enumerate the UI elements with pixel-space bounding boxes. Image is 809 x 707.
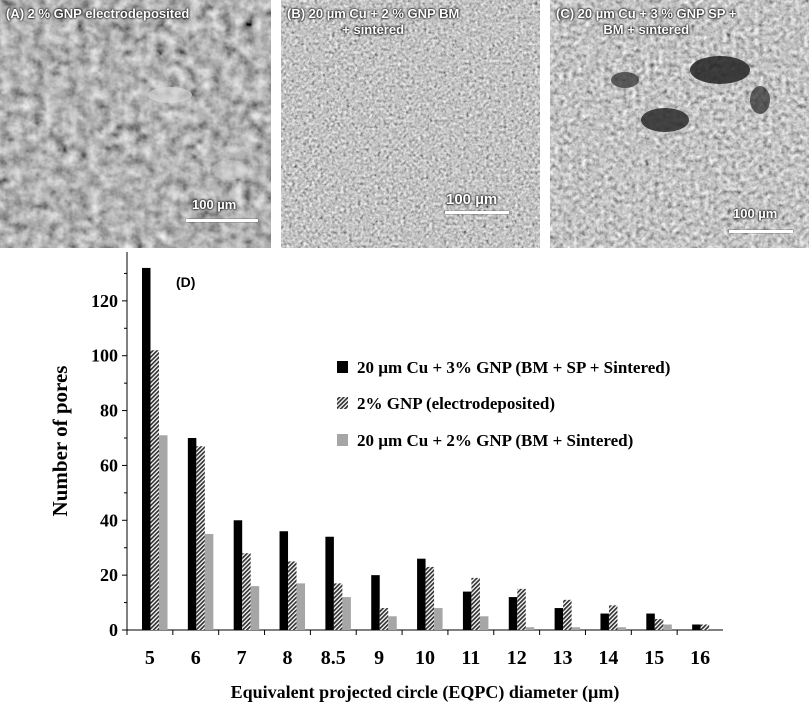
micrograph-c-scale-label: 100 µm [733, 206, 778, 221]
micrograph-b: (B) 20 µm Cu + 2 % GNP BM + sintered 100… [281, 0, 540, 248]
legend-label-3: 20 µm Cu + 2% GNP (BM + Sintered) [357, 431, 633, 450]
legend-swatch-1 [337, 361, 348, 373]
x-tick-label: 8.5 [321, 647, 346, 669]
bar-1-15 [646, 613, 655, 630]
legend-label-1: 20 µm Cu + 3% GNP (BM + SP + Sintered) [357, 358, 670, 377]
micrograph-a-scale-label: 100 µm [192, 197, 237, 212]
y-axis-title: Number of pores [48, 366, 72, 517]
bar-3-14 [617, 627, 626, 630]
x-tick-label: 5 [145, 647, 155, 669]
micrograph-c-image [550, 0, 809, 248]
x-tick-label: 9 [374, 647, 384, 669]
bar-2-16 [700, 624, 710, 630]
bar-1-8.5 [325, 536, 334, 630]
bar-3-8 [296, 583, 306, 630]
bar-1-7 [233, 520, 243, 630]
bar-1-8 [279, 531, 289, 630]
bar-2-15 [654, 619, 664, 630]
bar-3-8.5 [342, 597, 351, 630]
bar-2-13 [563, 599, 572, 630]
bar-2-9 [379, 608, 389, 630]
x-axis-title: Equivalent projected circle (EQPC) diame… [231, 682, 620, 703]
bar-3-7 [250, 586, 260, 630]
bar-3-15 [663, 624, 672, 630]
bar-3-9 [388, 616, 397, 630]
x-tick-label: 7 [237, 647, 247, 669]
bar-1-6 [187, 438, 197, 630]
micrograph-c: (C) 20 µm Cu + 3 % GNP SP + BM + sintere… [550, 0, 809, 248]
bar-1-14 [600, 613, 609, 630]
bar-3-12 [525, 627, 535, 630]
micrograph-b-image [281, 0, 540, 248]
x-tick-label: 13 [553, 647, 573, 669]
legend-label-2: 2% GNP (electrodeposited) [357, 394, 555, 413]
bar-1-5 [142, 267, 151, 630]
micrograph-b-title: (B) 20 µm Cu + 2 % GNP BM + sintered [287, 6, 460, 37]
x-tick-label: 11 [461, 647, 480, 669]
bar-3-10 [434, 608, 443, 630]
x-tick-label: 16 [690, 647, 710, 669]
y-tick-label: 20 [100, 565, 118, 585]
bar-1-12 [508, 597, 518, 630]
bar-1-13 [554, 608, 564, 630]
bar-1-10 [417, 558, 426, 630]
chart-panel-label: (D) [176, 274, 195, 290]
bar-3-13 [571, 627, 581, 630]
bar-1-9 [371, 575, 380, 630]
bar-2-8 [288, 561, 297, 630]
bar-2-5 [150, 350, 159, 630]
bar-1-16 [692, 624, 701, 630]
micrograph-b-scalebar [445, 211, 509, 214]
micrograph-a-title: (A) 2 % GNP electrodeposited [6, 6, 190, 21]
micrograph-a-scalebar [186, 219, 258, 222]
y-tick-label: 0 [109, 620, 118, 640]
micrograph-a: (A) 2 % GNP electrodeposited 100 µm [0, 0, 271, 248]
bar-2-6 [196, 446, 205, 630]
y-tick-label: 100 [91, 346, 118, 366]
y-tick-label: 80 [100, 401, 118, 421]
bar-3-5 [159, 435, 168, 630]
y-tick-label: 140 [91, 252, 118, 256]
micrograph-c-scalebar [729, 230, 793, 233]
legend-swatch-3 [337, 434, 348, 446]
bar-2-11 [471, 577, 480, 630]
y-tick-label: 40 [100, 510, 118, 530]
micrograph-b-scale-label: 100 µm [446, 191, 498, 208]
x-tick-label: 8 [282, 647, 292, 669]
micrograph-a-image [0, 0, 271, 248]
bar-2-8.5 [333, 583, 343, 630]
bar-3-6 [204, 534, 214, 630]
bar-2-12 [517, 588, 526, 630]
bar-1-11 [462, 591, 472, 630]
x-tick-label: 12 [507, 647, 527, 669]
x-tick-label: 10 [415, 647, 435, 669]
x-tick-label: 15 [644, 647, 664, 669]
pore-size-bar-chart: 0 20 40 60 80 100 120 140 5 6 7 8 8.5 9 10 11 12 13 14 15 16… [48, 252, 723, 703]
bar-2-14 [608, 605, 618, 630]
bar-2-10 [425, 566, 435, 630]
legend-swatch-2 [337, 397, 348, 409]
bar-3-11 [479, 616, 489, 630]
bar-2-7 [242, 553, 251, 630]
x-tick-label: 6 [191, 647, 201, 669]
x-tick-label: 14 [598, 647, 618, 669]
y-tick-label: 120 [91, 291, 118, 311]
micrograph-c-title: (C) 20 µm Cu + 3 % GNP SP + BM + sintere… [556, 6, 737, 37]
y-tick-label: 60 [100, 455, 118, 475]
